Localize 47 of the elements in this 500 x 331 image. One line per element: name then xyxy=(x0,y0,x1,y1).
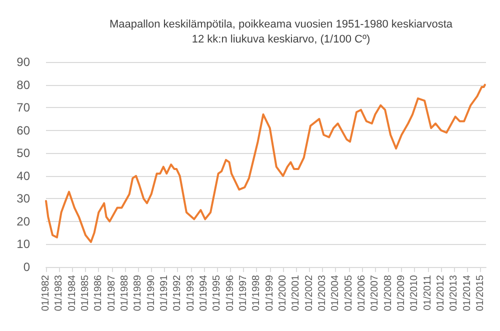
x-tick-label: 01/1999 xyxy=(264,274,276,312)
x-tick-label: 01/1985 xyxy=(80,274,92,312)
x-tick-label: 01/2015 xyxy=(475,274,486,312)
x-tick-label: 01/2005 xyxy=(343,274,354,312)
x-tick-label: 01/2008 xyxy=(382,274,394,312)
y-tick-label: 40 xyxy=(16,168,30,183)
x-tick-label: 01/2001 xyxy=(290,274,302,312)
x-tick-label: 01/2002 xyxy=(304,274,315,312)
x-tick-label: 01/1982 xyxy=(40,274,52,312)
x-tick-label: 01/1997 xyxy=(238,274,250,312)
x-tick-label: 01/1992 xyxy=(172,274,184,312)
x-tick-label: 01/2000 xyxy=(278,274,289,312)
x-tick-label: 01/2006 xyxy=(356,274,368,312)
x-tick-label: 01/2014 xyxy=(462,274,473,312)
x-tick-label: 01/1984 xyxy=(66,274,78,312)
x-tick-label: 01/1991 xyxy=(159,274,170,312)
y-tick-label: 70 xyxy=(16,100,30,115)
y-tick-label: 60 xyxy=(16,123,30,138)
y-tick-label: 20 xyxy=(16,214,30,228)
x-tick-label: 01/1983 xyxy=(54,274,65,312)
x-tick-label: 01/2011 xyxy=(422,274,434,310)
x-tick-label: 01/1988 xyxy=(119,274,130,312)
x-tick-label: 01/1993 xyxy=(185,274,196,312)
x-tick-label: 01/2004 xyxy=(330,274,342,312)
y-tick-label: 10 xyxy=(16,237,30,252)
x-tick-label: 01/2007 xyxy=(370,274,381,312)
y-tick-label: 50 xyxy=(16,146,30,160)
y-tick-label: 30 xyxy=(16,192,30,206)
x-tick-label: 01/2009 xyxy=(396,274,408,312)
y-tick-label: 80 xyxy=(16,78,30,92)
x-tick-label: 01/2012 xyxy=(436,274,447,312)
x-tick-label: 01/1990 xyxy=(146,274,157,312)
x-tick-label: 01/1998 xyxy=(251,274,262,312)
chart-title: Maapallon keskilämpötila, poikkeama vuosien 1951-1980 keskiarvosta xyxy=(109,18,454,30)
y-tick-label: 90 xyxy=(16,55,30,69)
x-tick-label: 01/2013 xyxy=(448,274,460,312)
x-tick-label: 01/1987 xyxy=(106,274,118,312)
line-series xyxy=(45,84,486,243)
x-tick-label: 01/1986 xyxy=(93,274,104,312)
x-tick-label: 01/1995 xyxy=(212,274,223,312)
x-tick-label: 01/1989 xyxy=(132,274,144,312)
x-tick-label: 01/1994 xyxy=(198,274,210,312)
x-tick-label: 01/2003 xyxy=(317,274,328,312)
x-tick-label: 01/1996 xyxy=(224,274,236,312)
chart-subtitle: 12 kk:n liukuva keskiarvo, (1/100 Cº) xyxy=(192,34,370,46)
x-tick-label: 01/2010 xyxy=(409,274,420,312)
y-tick-label: 0 xyxy=(23,260,30,274)
